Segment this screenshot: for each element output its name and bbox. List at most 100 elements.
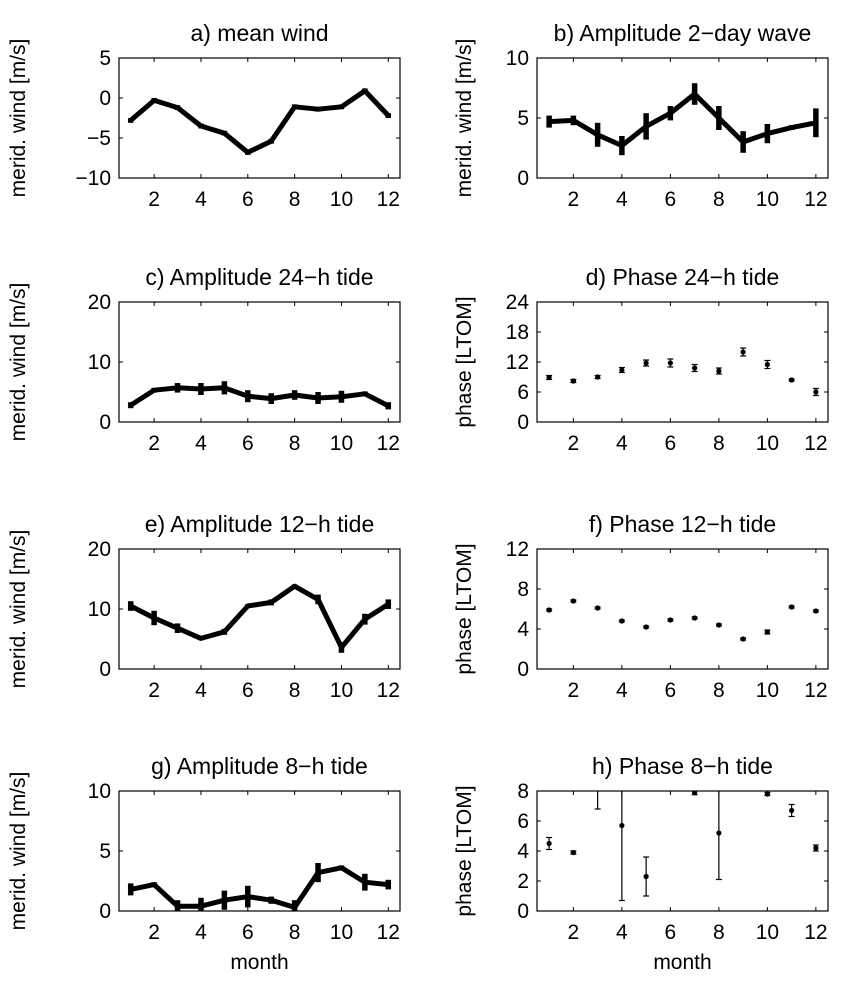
data-layer <box>546 598 819 642</box>
x-tick-label: 6 <box>242 432 254 455</box>
y-tick-label: 5 <box>99 47 111 70</box>
x-tick-label: 2 <box>148 679 160 702</box>
x-tick-label: 4 <box>616 188 628 211</box>
y-tick-label: 18 <box>506 321 529 344</box>
data-point <box>813 608 819 614</box>
x-tick-label: 12 <box>377 432 400 455</box>
x-tick-label: 8 <box>713 921 725 944</box>
data-point <box>813 389 819 395</box>
x-axis-label: month <box>653 951 711 974</box>
data-point <box>716 368 722 374</box>
data-point <box>789 807 795 814</box>
plot-frame <box>118 57 401 179</box>
data-layer <box>127 381 392 410</box>
y-tick-label: 10 <box>88 598 111 621</box>
data-point <box>546 374 552 381</box>
data-point <box>692 791 698 796</box>
x-tick-label: 8 <box>289 432 301 455</box>
data-layer <box>127 88 392 155</box>
x-tick-label: 10 <box>756 188 779 211</box>
panel-title: c) Amplitude 24−h tide <box>145 264 373 290</box>
x-tick-label: 12 <box>377 188 400 211</box>
data-point <box>789 377 795 383</box>
data-point <box>813 845 819 851</box>
y-axis-label: merid. wind [m/s] <box>7 283 30 442</box>
panel-title: b) Amplitude 2−day wave <box>554 20 812 46</box>
x-tick-label: 6 <box>665 432 677 455</box>
x-tick-label: 12 <box>377 921 400 944</box>
data-layer <box>546 791 819 902</box>
panel-title: f) Phase 12−h tide <box>589 511 776 537</box>
y-tick-label: 0 <box>517 411 529 434</box>
data-point <box>619 367 625 373</box>
data-point <box>643 624 649 630</box>
y-tick-label: 2 <box>517 870 529 893</box>
series-line <box>128 385 391 409</box>
y-axis-label: phase [LTOM] <box>453 785 476 916</box>
y-tick-label: 4 <box>517 840 529 863</box>
x-tick-label: 2 <box>568 921 580 944</box>
x-axis-label: month <box>230 951 288 974</box>
x-tick-label: 8 <box>289 921 301 944</box>
plot-frame <box>118 548 401 670</box>
y-tick-label: 0 <box>517 658 529 681</box>
x-tick-label: 8 <box>289 188 301 211</box>
x-tick-label: 8 <box>289 679 301 702</box>
data-point <box>595 374 601 380</box>
panel-title: e) Amplitude 12−h tide <box>145 511 375 537</box>
y-tick-label: 20 <box>88 538 111 561</box>
x-tick-label: 4 <box>616 679 628 702</box>
x-tick-label: 10 <box>330 679 353 702</box>
data-point <box>716 830 722 836</box>
y-tick-label: 0 <box>517 167 529 190</box>
x-tick-label: 2 <box>148 432 160 455</box>
y-tick-label: 10 <box>506 47 529 70</box>
x-tick-label: 6 <box>665 921 677 944</box>
y-tick-label: −10 <box>75 167 111 190</box>
series-line <box>128 865 391 910</box>
panel-title: g) Amplitude 8−h tide <box>151 753 368 779</box>
data-point <box>546 607 552 613</box>
y-axis-label: merid. wind [m/s] <box>453 39 476 198</box>
series-line <box>546 91 819 149</box>
y-axis-label: merid. wind [m/s] <box>7 772 30 931</box>
x-tick-label: 8 <box>713 188 725 211</box>
y-tick-label: 24 <box>506 291 530 314</box>
series-line <box>128 583 391 650</box>
data-point <box>667 617 673 623</box>
plot-frame <box>536 790 829 912</box>
data-layer <box>127 863 392 911</box>
data-point <box>570 598 576 604</box>
panel-h: 2 4 6 8 10 12 0 2 4 6 8 h) Phase 8−h tide phase [LTO… <box>453 753 829 974</box>
data-point <box>740 349 746 355</box>
x-tick-label: 6 <box>665 679 677 702</box>
data-layer <box>546 83 819 156</box>
series-line <box>128 88 391 155</box>
data-point <box>764 361 770 368</box>
data-point <box>546 840 552 847</box>
y-tick-label: 0 <box>99 411 111 434</box>
x-tick-label: 6 <box>242 921 254 944</box>
data-point <box>764 791 770 797</box>
data-point <box>764 629 770 635</box>
x-tick-label: 4 <box>195 188 207 211</box>
x-tick-label: 10 <box>756 432 779 455</box>
y-tick-label: 10 <box>88 351 111 374</box>
y-axis-label: phase [LTOM] <box>453 543 476 674</box>
x-tick-label: 8 <box>713 679 725 702</box>
x-tick-label: 6 <box>242 679 254 702</box>
x-tick-label: 12 <box>377 679 400 702</box>
data-layer <box>127 583 392 653</box>
y-tick-label: −5 <box>87 127 111 150</box>
x-tick-label: 6 <box>665 188 677 211</box>
panel-e: 2 4 6 8 10 12 0 10 20 e) Amplitude 12−h tide merid… <box>7 511 401 702</box>
x-tick-label: 10 <box>756 679 779 702</box>
x-tick-label: 4 <box>195 921 207 944</box>
data-point <box>619 822 625 829</box>
y-tick-label: 12 <box>506 538 529 561</box>
y-axis-label: merid. wind [m/s] <box>7 530 30 689</box>
data-point <box>716 622 722 628</box>
panel-c: 2 4 6 8 10 12 0 10 20 c) Amplitude 24−h tide merid… <box>7 264 401 455</box>
